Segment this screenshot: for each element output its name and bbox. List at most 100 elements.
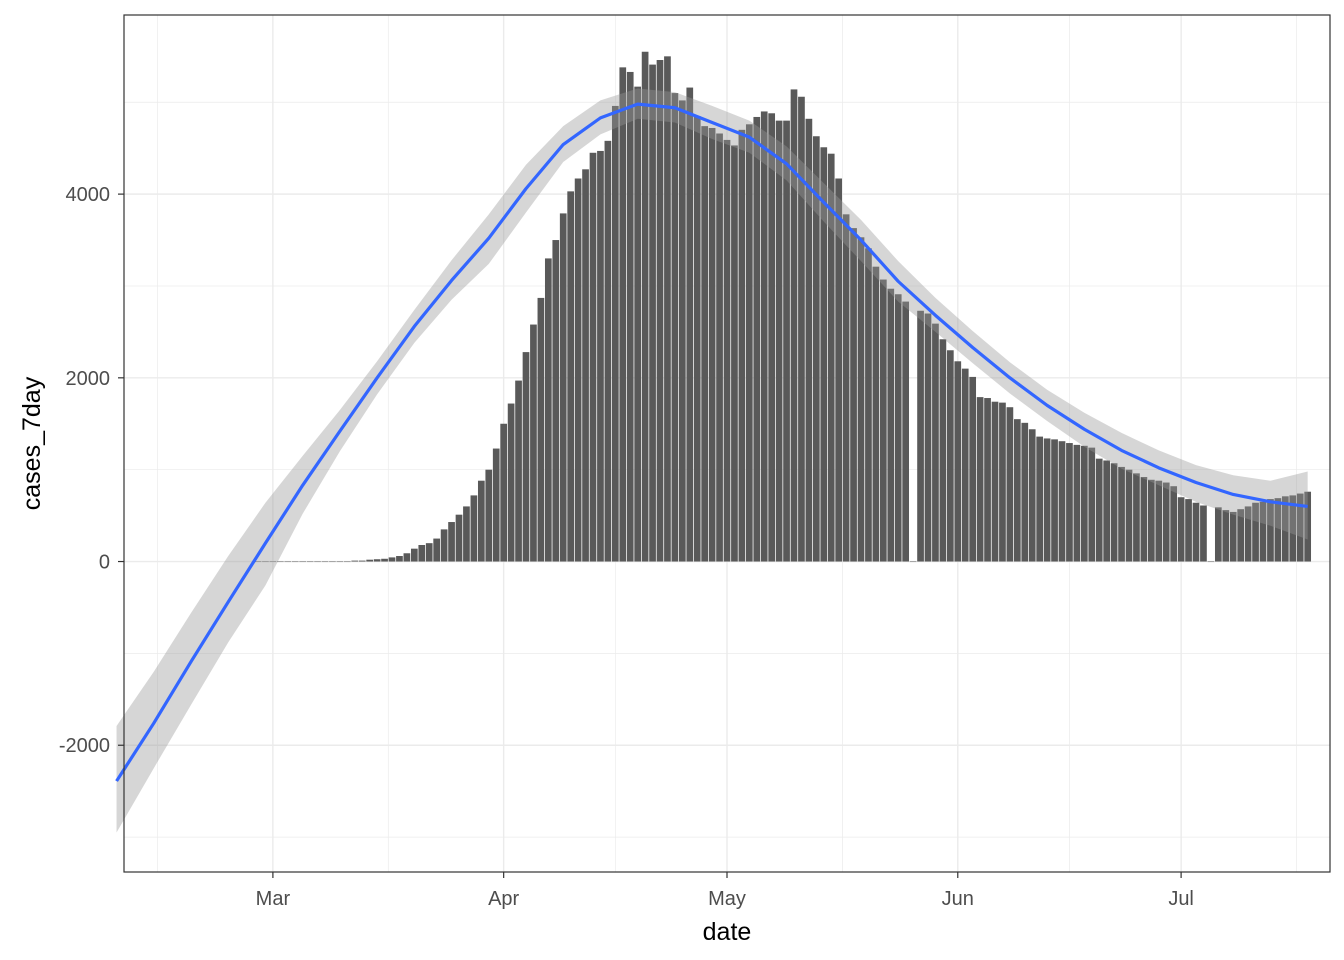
bar [1177,497,1185,562]
x-tick-label: Jun [942,888,974,910]
bar [425,543,433,562]
bar [909,561,917,563]
bar [641,51,649,562]
bar [1229,511,1237,562]
bar [1043,438,1051,562]
bar [1244,506,1252,562]
bar [299,561,307,563]
bar [969,376,977,562]
bar [381,558,388,562]
bar [917,310,924,562]
bar [1155,480,1163,562]
bar [1185,499,1192,562]
bar [1200,505,1207,562]
bar [589,152,597,562]
bar [373,559,381,562]
bar [611,105,619,562]
bar [1110,463,1118,562]
bar [1095,458,1103,562]
smooth-layer [115,88,1308,833]
bar [604,140,612,562]
bar [1147,479,1155,562]
bars [254,51,1312,563]
bar [507,403,515,562]
bar [455,514,463,562]
bar [835,178,843,562]
bar [269,561,277,563]
y-tick-label: 0 [99,552,110,574]
x-axis-title: date [703,918,752,946]
bar [954,361,962,562]
bar [760,111,768,562]
bar [1066,443,1073,562]
bar [597,150,604,562]
bar [463,506,470,562]
bar [1118,466,1125,562]
bar [887,288,895,562]
bar [686,87,694,562]
bar [805,118,813,562]
bar [1051,439,1058,562]
bar [768,113,776,562]
bar [440,529,448,562]
bar [254,561,262,563]
bar [388,557,396,562]
bar [619,67,627,562]
bar [1214,507,1222,562]
bar [976,397,984,562]
bar [865,248,872,562]
bar [477,480,485,562]
bar [1296,493,1304,562]
bar [522,352,530,562]
bar [827,153,835,562]
bar [1073,444,1081,562]
bar [358,560,366,562]
y-tick-label: 2000 [66,368,111,390]
bar [626,71,634,562]
bar [798,96,805,562]
bar [820,147,828,562]
bar [1125,469,1133,562]
bar [1036,436,1044,562]
bar [1237,509,1245,562]
bar [857,237,865,562]
bar [314,561,321,563]
bar [1304,491,1312,562]
smooth-line [115,102,1308,782]
bar [1103,460,1111,562]
bar [812,136,820,562]
bar [1192,502,1200,562]
bar [693,116,701,562]
bar [500,423,508,562]
bar [664,56,671,562]
bar [634,86,642,562]
bar [716,133,723,562]
bar [753,116,761,562]
bar [999,402,1006,562]
bar [515,380,522,562]
bar [336,561,344,563]
bar [850,228,857,562]
bar [470,495,478,562]
x-tick-label: Mar [256,888,291,910]
bar [1289,495,1297,562]
bar [1274,498,1282,562]
x-axis: Mar Apr May Jun Jul [256,872,1194,910]
bar [775,120,783,562]
bar [1006,407,1014,562]
y-tick-label: 4000 [66,184,111,206]
bar [1140,477,1148,562]
bar [946,350,954,562]
bar [656,60,664,562]
bar [351,560,359,562]
bar [343,561,351,563]
bar [262,561,269,563]
bar [448,522,455,562]
bar [1013,419,1021,562]
bar [366,559,374,562]
bar [842,214,850,562]
bar [879,279,887,562]
bar [991,401,999,562]
bar [544,258,552,562]
bar [485,469,493,562]
